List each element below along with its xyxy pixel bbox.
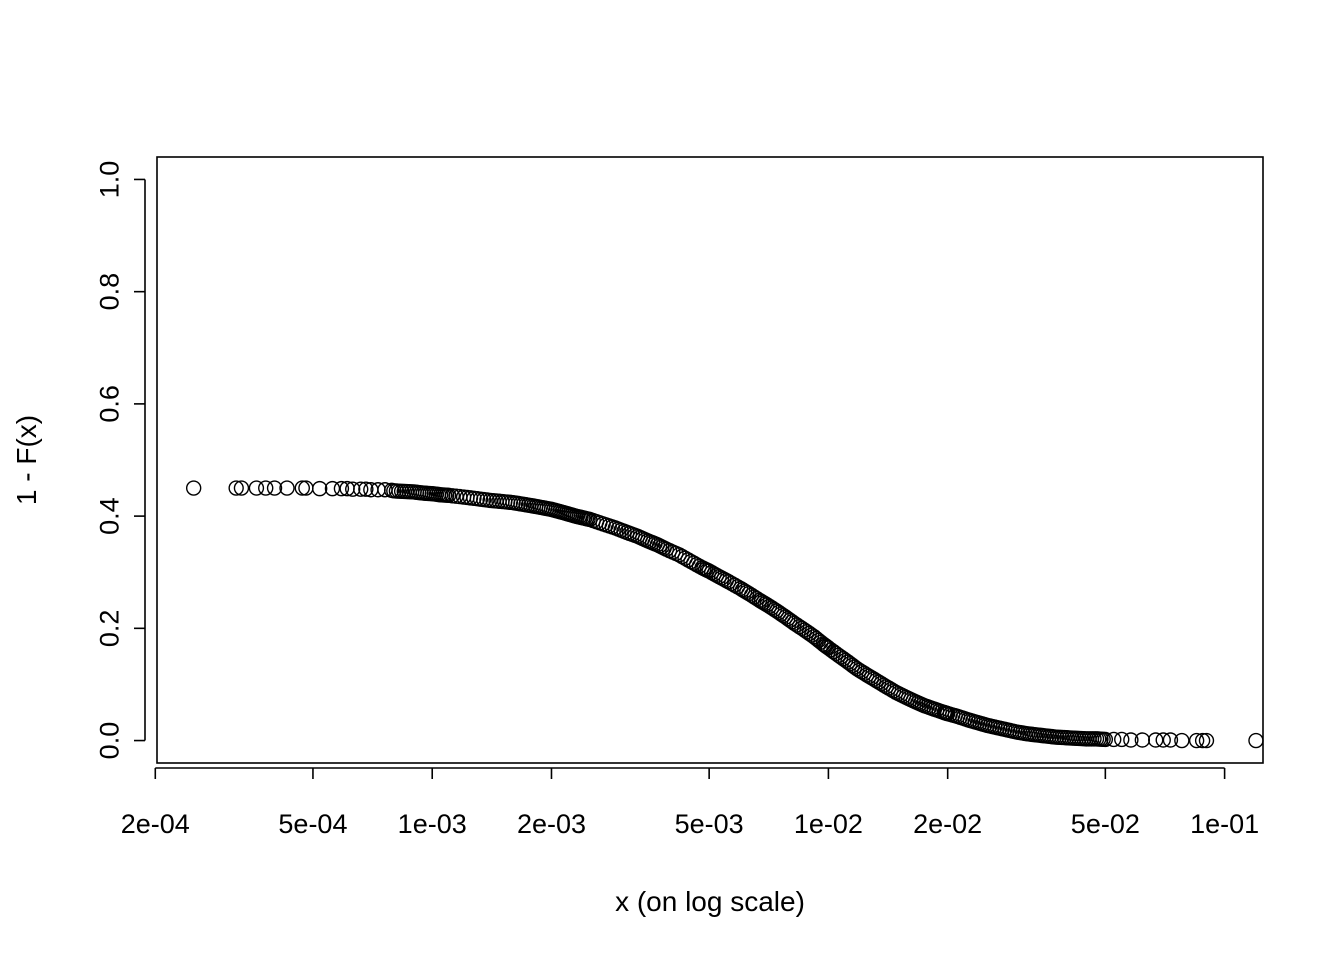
x-tick-label: 5e-03: [675, 809, 744, 839]
data-point: [1097, 731, 1114, 748]
data-point: [1162, 732, 1179, 748]
data-point: [1194, 732, 1211, 749]
x-tick-label: 2e-04: [121, 809, 190, 839]
y-tick-label: 0.2: [94, 610, 124, 648]
data-point: [1147, 732, 1164, 748]
data-point: [1114, 731, 1130, 748]
data-point: [353, 481, 369, 497]
data-point: [1248, 732, 1264, 749]
x-tick-label: 1e-03: [398, 809, 467, 839]
data-point: [345, 481, 361, 497]
x-tick-label: 1e-01: [1190, 809, 1259, 839]
y-axis-title: 1 - F(x): [11, 415, 42, 505]
data-point: [298, 480, 314, 496]
data-point: [324, 480, 341, 497]
data-point: [1174, 732, 1190, 749]
data-point: [258, 480, 274, 496]
data-point: [333, 480, 350, 497]
x-axis: 2e-04 5e-04 1e-03 2e-03 5e-03 1e-02 2e-02 5e-02…: [121, 767, 1259, 839]
data-point: [228, 480, 244, 496]
data-point: [818, 638, 834, 654]
data-point: [1188, 732, 1205, 749]
data-point: [185, 480, 202, 496]
data-point: [266, 480, 283, 496]
y-tick-label: 0.8: [94, 273, 124, 311]
y-tick-label: 0.0: [94, 722, 124, 760]
data-point: [358, 481, 374, 497]
y-tick-label: 0.4: [94, 497, 124, 535]
data-point: [1198, 732, 1215, 749]
data-point: [1106, 731, 1122, 748]
x-tick-label: 1e-02: [794, 809, 863, 839]
data-point: [294, 480, 310, 496]
x-tick-label: 2e-02: [913, 809, 982, 839]
x-tick-label: 5e-04: [278, 809, 347, 839]
data-point: [1155, 732, 1171, 748]
y-tick-label: 0.6: [94, 385, 124, 423]
data-points: [185, 480, 1264, 749]
x-tick-label: 2e-03: [517, 809, 586, 839]
x-axis-title: x (on log scale): [615, 886, 805, 917]
data-point: [248, 480, 265, 496]
data-point: [1123, 732, 1139, 748]
y-axis: 0.0 0.2 0.4 0.6 0.8 1.0: [94, 161, 146, 760]
data-point: [815, 636, 831, 652]
y-tick-label: 1.0: [94, 161, 124, 199]
data-point: [279, 480, 295, 496]
plot-frame: [156, 156, 1264, 764]
data-point: [312, 480, 328, 497]
x-tick-label: 5e-02: [1071, 809, 1140, 839]
data-point: [233, 480, 250, 496]
